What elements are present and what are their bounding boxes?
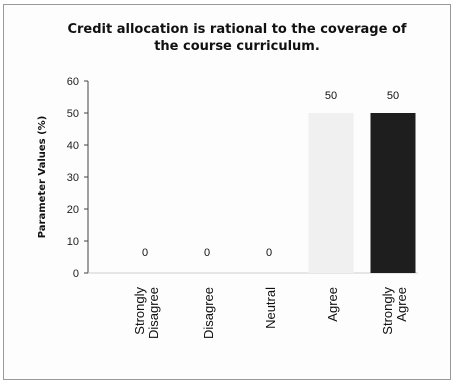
x-category-label: Agree xyxy=(325,287,340,322)
data-label: 0 xyxy=(266,247,272,259)
bar xyxy=(370,113,416,273)
y-tick-label: 40 xyxy=(67,140,79,152)
x-category-line: Strongly xyxy=(380,287,395,335)
x-category-line: Agree xyxy=(394,287,409,322)
x-category-text: StronglyDisagree xyxy=(132,287,161,340)
y-tick-label: 0 xyxy=(73,268,79,280)
bar xyxy=(308,113,354,273)
data-label: 0 xyxy=(204,247,210,259)
x-category-text: Agree xyxy=(325,287,340,322)
y-tick-label: 10 xyxy=(67,236,79,248)
x-category-text: Disagree xyxy=(201,287,216,339)
x-axis-labels: StronglyDisagree Disagree Neutral Agree Stro… xyxy=(132,287,409,340)
x-category-line: Strongly xyxy=(132,287,147,335)
y-tick-label: 20 xyxy=(67,204,79,216)
x-category-label: StronglyDisagree xyxy=(132,287,161,340)
chart-title-line-2: the course curriculum. xyxy=(154,39,320,54)
y-tick-label: 60 xyxy=(67,76,79,88)
x-category-line: Disagree xyxy=(146,287,161,339)
x-category-label: Disagree xyxy=(201,287,216,339)
x-category-label: StronglyAgree xyxy=(380,287,409,335)
y-tick-label: 50 xyxy=(67,108,79,120)
y-tick-label: 30 xyxy=(67,172,79,184)
data-label: 50 xyxy=(387,90,399,102)
x-category-line: Disagree xyxy=(201,287,216,339)
bars: 0 0 0 50 50 xyxy=(142,90,416,273)
x-category-line: Neutral xyxy=(263,287,278,329)
x-category-text: Neutral xyxy=(263,287,278,329)
chart-title-line-1: Credit allocation is rational to the cov… xyxy=(67,22,406,37)
x-category-line: Agree xyxy=(325,287,340,322)
data-label: 0 xyxy=(142,247,148,259)
data-label: 50 xyxy=(325,90,337,102)
y-axis: 0 10 20 30 40 50 60 xyxy=(67,76,418,280)
y-axis-label: Parameter Values (%) xyxy=(37,116,48,239)
x-category-label: Neutral xyxy=(263,287,278,329)
x-category-text: StronglyAgree xyxy=(380,287,409,335)
